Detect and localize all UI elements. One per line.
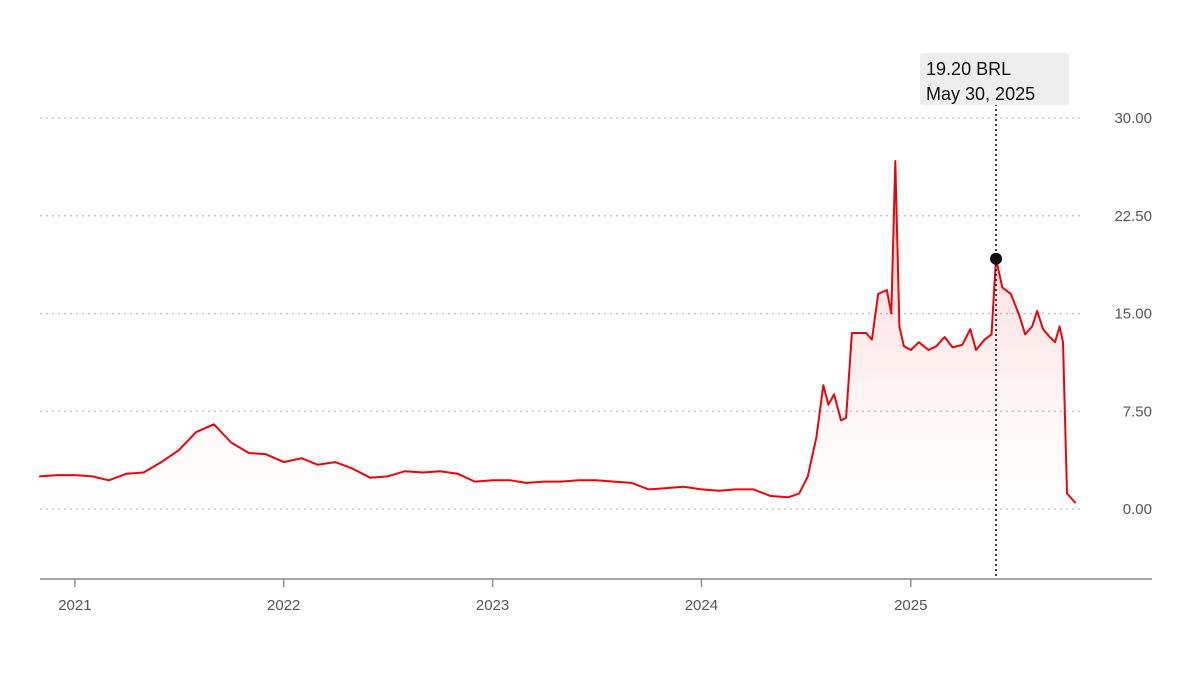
- y-axis-labels: 30.00 22.50 15.00 7.50 0.00: [1114, 110, 1152, 518]
- tooltip-value: 19.20 BRL: [926, 59, 1011, 79]
- x-tick-label: 2022: [267, 597, 300, 614]
- x-tick-label: 2021: [58, 597, 91, 614]
- y-tick-label: 15.00: [1114, 306, 1152, 323]
- y-tick-label: 22.50: [1114, 208, 1152, 225]
- x-tick-label: 2025: [894, 597, 927, 614]
- x-tick-label: 2023: [476, 597, 509, 614]
- y-tick-label: 30.00: [1114, 110, 1152, 127]
- x-tick-label: 2024: [685, 597, 718, 614]
- tooltip-box: [920, 53, 1070, 105]
- x-axis-ticks: 2021 2022 2023 2024 2025: [58, 579, 927, 614]
- tooltip: 19.20 BRL May 30, 2025: [920, 53, 1070, 105]
- highlight-point[interactable]: [990, 252, 1003, 265]
- series-area: [40, 161, 1075, 509]
- y-tick-label: 7.50: [1123, 403, 1152, 420]
- series-line: [39, 160, 1076, 504]
- y-tick-label: 0.00: [1123, 501, 1152, 518]
- tooltip-date: May 30, 2025: [926, 84, 1035, 104]
